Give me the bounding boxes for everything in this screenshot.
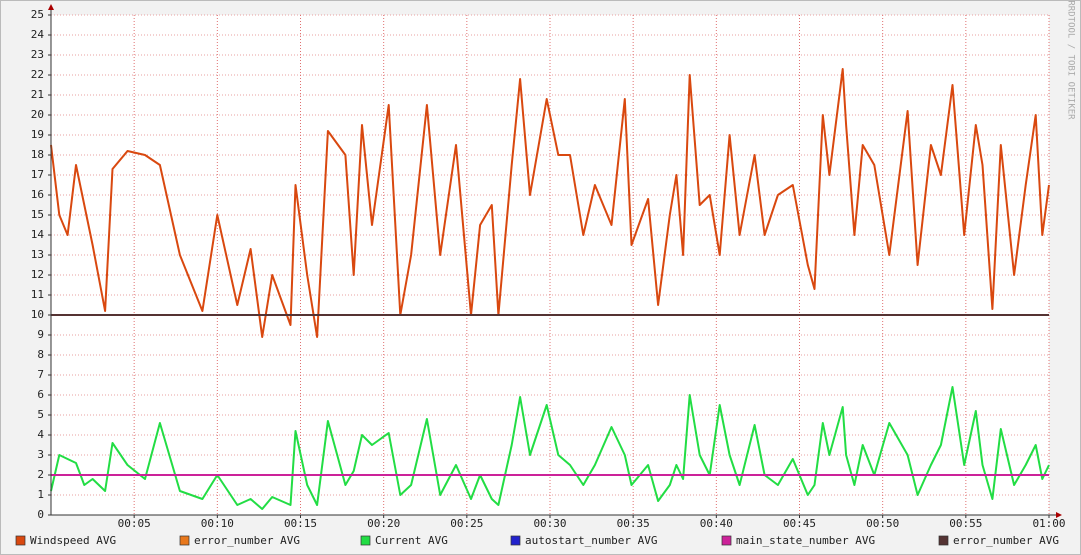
y-tick-label: 23 <box>31 48 44 61</box>
y-tick-label: 3 <box>37 448 44 461</box>
x-tick-label: 00:35 <box>617 517 650 530</box>
legend-label: error_number AVG <box>194 534 300 547</box>
y-tick-label: 8 <box>37 348 44 361</box>
legend-label: autostart_number AVG <box>525 534 657 547</box>
legend-label: Windspeed AVG <box>30 534 116 547</box>
y-tick-label: 12 <box>31 268 44 281</box>
x-tick-label: 00:10 <box>201 517 234 530</box>
y-tick-label: 4 <box>37 428 44 441</box>
axes: 0123456789101112131415161718192021222324… <box>31 4 1066 530</box>
legend-swatch <box>510 535 521 546</box>
y-tick-label: 10 <box>31 308 44 321</box>
legend-swatch <box>179 535 190 546</box>
x-tick-label: 00:25 <box>450 517 483 530</box>
legend-swatch <box>721 535 732 546</box>
legend-swatch <box>15 535 26 546</box>
y-tick-label: 17 <box>31 168 44 181</box>
series-line <box>50 68 1050 338</box>
y-tick-label: 21 <box>31 88 44 101</box>
x-tick-label: 01:00 <box>1032 517 1065 530</box>
y-tick-label: 1 <box>37 488 44 501</box>
legend-swatch <box>360 535 371 546</box>
y-tick-label: 25 <box>31 8 44 21</box>
y-tick-label: 14 <box>31 228 45 241</box>
y-tick-label: 20 <box>31 108 44 121</box>
y-tick-label: 2 <box>37 468 44 481</box>
legend-label: error_number AVG <box>953 534 1059 547</box>
x-tick-label: 00:20 <box>367 517 400 530</box>
watermark: RRDTOOL / TOBI OETIKER <box>1066 0 1076 120</box>
x-tick-label: 00:55 <box>949 517 982 530</box>
legend-label: Current AVG <box>375 534 448 547</box>
y-tick-label: 13 <box>31 248 44 261</box>
y-tick-label: 0 <box>37 508 44 521</box>
legend-swatch <box>938 535 949 546</box>
x-tick-label: 00:45 <box>783 517 816 530</box>
legend: Windspeed AVG error_number AVG Current AVG… <box>15 534 1059 547</box>
x-arrow <box>1056 512 1062 518</box>
x-tick-label: 00:30 <box>533 517 566 530</box>
y-arrow <box>48 4 54 10</box>
y-tick-label: 11 <box>31 288 44 301</box>
x-tick-label: 00:15 <box>284 517 317 530</box>
x-tick-label: 00:50 <box>866 517 899 530</box>
y-tick-label: 18 <box>31 148 44 161</box>
y-tick-label: 7 <box>37 368 44 381</box>
y-tick-label: 15 <box>31 208 44 221</box>
legend-label: main_state_number AVG <box>736 534 875 547</box>
y-tick-label: 6 <box>37 388 44 401</box>
x-tick-label: 00:05 <box>118 517 151 530</box>
lines <box>50 68 1050 510</box>
y-tick-label: 9 <box>37 328 44 341</box>
y-tick-label: 5 <box>37 408 44 421</box>
y-tick-label: 16 <box>31 188 44 201</box>
y-tick-label: 24 <box>31 28 45 41</box>
y-tick-label: 22 <box>31 68 44 81</box>
grid <box>51 14 1050 516</box>
x-tick-label: 00:40 <box>700 517 733 530</box>
y-tick-label: 19 <box>31 128 44 141</box>
